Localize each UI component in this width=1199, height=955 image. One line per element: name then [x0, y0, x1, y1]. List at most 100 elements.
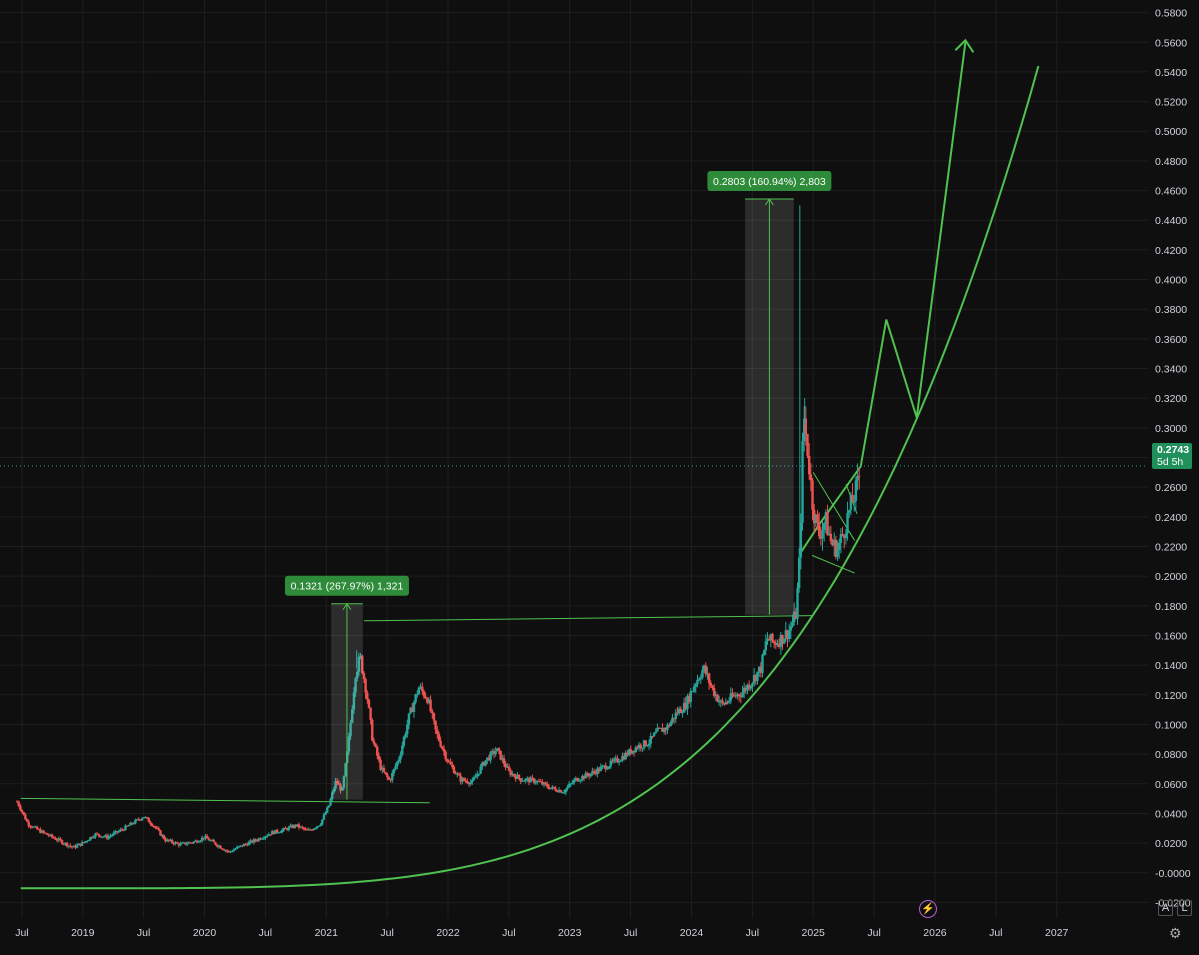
candle-body — [542, 782, 546, 785]
candle-body — [679, 708, 682, 713]
candle-body — [247, 842, 251, 846]
x-tick-label: 2019 — [71, 927, 95, 939]
candle-body — [814, 514, 818, 524]
candle-body — [239, 845, 242, 847]
candle-body — [459, 775, 462, 782]
candle-body — [307, 829, 311, 831]
y-tick-label: 0.0800 — [1155, 749, 1187, 761]
candle-body — [92, 836, 95, 838]
candle-body — [534, 782, 537, 784]
candle-body — [167, 839, 171, 841]
log-scale-button[interactable]: L — [1177, 900, 1192, 916]
candle-body — [339, 784, 342, 791]
candle-body — [182, 842, 186, 844]
candle-body — [651, 736, 654, 738]
x-tick-label: Jul — [259, 927, 272, 939]
candle-body — [806, 433, 809, 456]
candle-body — [737, 694, 741, 697]
candle-body — [364, 678, 367, 693]
candle-body — [449, 761, 452, 765]
candle-body — [729, 693, 733, 701]
gear-icon[interactable]: ⚙ — [1169, 925, 1182, 941]
candle-body — [564, 789, 567, 793]
candle-body — [507, 766, 511, 771]
candle-body — [57, 838, 60, 841]
candle-body — [567, 784, 571, 788]
candle-body — [694, 684, 697, 687]
candle-body — [747, 684, 751, 689]
candle-body — [412, 702, 416, 713]
candle-body — [782, 639, 786, 644]
candle-body — [424, 696, 427, 699]
candle-body — [324, 812, 327, 815]
candle-body — [257, 838, 261, 841]
candle-body — [661, 727, 664, 732]
candle-body — [727, 700, 731, 703]
candle-body — [132, 823, 135, 825]
candle-body — [801, 440, 804, 523]
auto-scale-button[interactable]: A — [1158, 900, 1173, 916]
candle-body — [636, 747, 639, 749]
x-tick-label: 2025 — [802, 927, 826, 939]
x-tick-label: Jul — [746, 927, 759, 939]
lightning-icon[interactable]: ⚡ — [919, 900, 937, 918]
price-axis[interactable]: 0.5800 0.5600 0.5400 0.5200 0.5000 0.4800 0.46… — [1155, 8, 1191, 910]
projection-arrowhead — [954, 38, 975, 53]
candle-body — [489, 752, 492, 761]
candle-body — [149, 822, 152, 825]
candle-body — [135, 819, 139, 821]
candle-body — [853, 500, 856, 503]
candle-body — [19, 806, 22, 810]
y-tick-label: 0.4400 — [1155, 215, 1187, 227]
candle-body — [145, 817, 149, 819]
candle-body — [666, 725, 669, 731]
candle-body — [52, 837, 55, 839]
candle-body — [336, 780, 339, 784]
candle-body — [549, 787, 552, 789]
candle-body — [779, 634, 783, 647]
candle-body — [25, 819, 29, 822]
candle-body — [714, 694, 717, 696]
candle-body — [477, 773, 481, 775]
y-tick-label: 0.1600 — [1155, 630, 1187, 642]
candle-body — [112, 832, 115, 835]
candle-body — [187, 842, 191, 844]
candle-body — [44, 832, 47, 834]
candle-body — [129, 822, 132, 826]
candle-body — [291, 825, 294, 828]
candle-body — [304, 829, 307, 831]
y-tick-label: 0.5000 — [1155, 126, 1187, 138]
y-tick-label: 0.3200 — [1155, 393, 1187, 405]
candle-body — [104, 835, 107, 837]
candle-body — [289, 825, 292, 827]
candle-body — [734, 695, 738, 697]
candle-body — [552, 786, 556, 789]
x-tick-label: Jul — [15, 927, 28, 939]
candle-body — [27, 821, 30, 826]
y-tick-label: 0.2600 — [1155, 482, 1187, 494]
y-tick-label: 0.1400 — [1155, 660, 1187, 672]
candle-body — [195, 840, 199, 843]
candle-body — [462, 778, 466, 781]
candle-body — [152, 825, 155, 827]
candle-body — [742, 687, 746, 693]
candle-body — [621, 756, 624, 761]
candle-body — [691, 691, 694, 693]
candle-body — [522, 780, 526, 782]
candle-body — [142, 817, 145, 819]
candle-body — [787, 630, 791, 639]
measure-label-bg — [707, 171, 832, 192]
candle-body — [377, 755, 381, 760]
candle-body — [225, 850, 229, 852]
y-tick-label: 0.3400 — [1155, 364, 1187, 376]
candle-body — [184, 842, 187, 845]
time-axis[interactable]: Jul 2019 Jul 2020 Jul 2021 Jul 2022 Jul 2023 Jul 20… — [15, 927, 1068, 939]
candle-body — [526, 778, 529, 780]
trendline-2021-high — [363, 615, 814, 622]
candle-body — [376, 746, 379, 756]
candle-body — [164, 838, 167, 842]
candle-body — [559, 789, 562, 793]
candle-body — [217, 845, 221, 847]
candle-body — [501, 758, 504, 760]
